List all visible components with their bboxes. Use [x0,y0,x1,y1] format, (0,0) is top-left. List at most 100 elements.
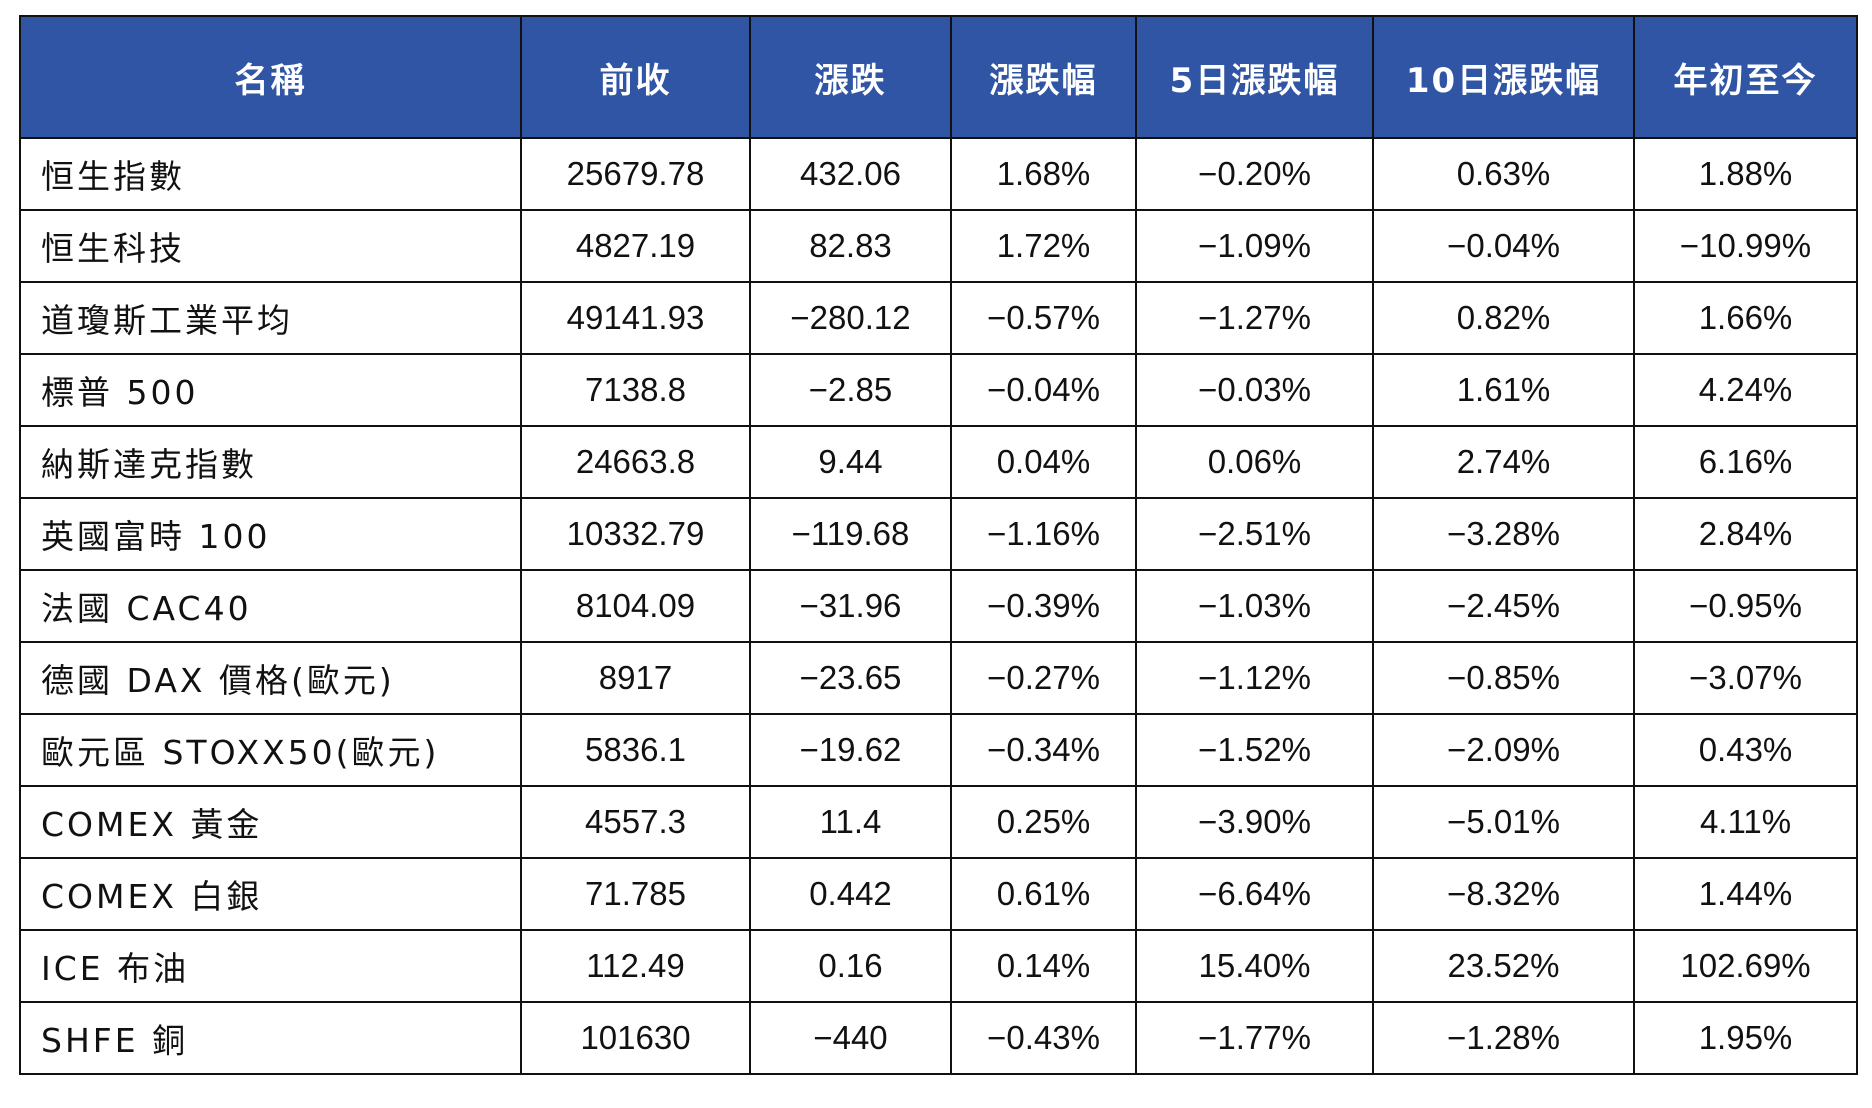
table-row: SHFE 銅 101630 −440 −0.43% −1.77% −1.28% 1.95% [19,1001,1858,1075]
header-10d-change-pct: 10日漲跌幅 [1372,15,1635,139]
cell-change: −280.12 [749,281,952,355]
cell-prev-close: 25679.78 [520,137,751,211]
cell-change: 0.442 [749,857,952,931]
cell-change-10d: −5.01% [1372,785,1635,859]
cell-ytd: 4.11% [1633,785,1858,859]
cell-change-10d: −2.09% [1372,713,1635,787]
table-row: 歐元區 STOXX50(歐元) 5836.1 −19.62 −0.34% −1.52% −… [19,713,1858,787]
cell-change-pct: −0.57% [950,281,1137,355]
cell-change-pct: 1.68% [950,137,1137,211]
cell-change-10d: −8.32% [1372,857,1635,931]
cell-change-pct: 1.72% [950,209,1137,283]
cell-ytd: 4.24% [1633,353,1858,427]
table-header: 名稱 前收 漲跌 漲跌幅 5日漲跌幅 10日漲跌幅 年初至今 [19,15,1858,139]
cell-change-10d: 2.74% [1372,425,1635,499]
cell-name: 法國 CAC40 [19,569,522,643]
cell-ytd: 6.16% [1633,425,1858,499]
cell-change-pct: 0.14% [950,929,1137,1003]
cell-change: −119.68 [749,497,952,571]
cell-change-10d: −0.85% [1372,641,1635,715]
cell-change-5d: −1.03% [1135,569,1374,643]
cell-change-5d: −1.77% [1135,1001,1374,1075]
cell-change: 11.4 [749,785,952,859]
table-row: 恒生科技 4827.19 82.83 1.72% −1.09% −0.04% −10.99% [19,209,1858,283]
cell-change-10d: −1.28% [1372,1001,1635,1075]
cell-prev-close: 10332.79 [520,497,751,571]
cell-ytd: −0.95% [1633,569,1858,643]
cell-change-5d: −1.27% [1135,281,1374,355]
cell-change-pct: −0.34% [950,713,1137,787]
cell-prev-close: 4827.19 [520,209,751,283]
table-row: 法國 CAC40 8104.09 −31.96 −0.39% −1.03% −2.45% −… [19,569,1858,643]
cell-change: 82.83 [749,209,952,283]
header-prev-close: 前收 [520,15,751,139]
cell-change-10d: −3.28% [1372,497,1635,571]
cell-change-5d: −2.51% [1135,497,1374,571]
cell-change-pct: −0.43% [950,1001,1137,1075]
market-data-table: 名稱 前收 漲跌 漲跌幅 5日漲跌幅 10日漲跌幅 年初至今 恒生指數 25679… [19,15,1858,1075]
cell-name: COMEX 白銀 [19,857,522,931]
cell-change-pct: −0.39% [950,569,1137,643]
cell-change-pct: 0.25% [950,785,1137,859]
cell-name: ICE 布油 [19,929,522,1003]
cell-prev-close: 8104.09 [520,569,751,643]
cell-ytd: 102.69% [1633,929,1858,1003]
cell-prev-close: 5836.1 [520,713,751,787]
cell-change: −2.85 [749,353,952,427]
cell-name: 英國富時 100 [19,497,522,571]
table-row: COMEX 白銀 71.785 0.442 0.61% −6.64% −8.32% 1.44… [19,857,1858,931]
cell-change-pct: 0.04% [950,425,1137,499]
cell-name: 歐元區 STOXX50(歐元) [19,713,522,787]
cell-prev-close: 49141.93 [520,281,751,355]
cell-ytd: −3.07% [1633,641,1858,715]
cell-ytd: 1.66% [1633,281,1858,355]
cell-change-5d: −1.52% [1135,713,1374,787]
cell-change-10d: 0.82% [1372,281,1635,355]
cell-prev-close: 24663.8 [520,425,751,499]
market-table-container: 名稱 前收 漲跌 漲跌幅 5日漲跌幅 10日漲跌幅 年初至今 恒生指數 25679… [19,15,1858,1075]
table-body: 恒生指數 25679.78 432.06 1.68% −0.20% 0.63% 1.88% 恒… [19,137,1858,1075]
table-row: 標普 500 7138.8 −2.85 −0.04% −0.03% 1.61% 4.24% [19,353,1858,427]
header-name: 名稱 [19,15,522,139]
header-row: 名稱 前收 漲跌 漲跌幅 5日漲跌幅 10日漲跌幅 年初至今 [19,15,1858,139]
cell-ytd: 1.95% [1633,1001,1858,1075]
cell-ytd: 0.43% [1633,713,1858,787]
cell-prev-close: 71.785 [520,857,751,931]
cell-change-5d: 0.06% [1135,425,1374,499]
cell-change-pct: −1.16% [950,497,1137,571]
table-row: ICE 布油 112.49 0.16 0.14% 15.40% 23.52% 102.69% [19,929,1858,1003]
cell-prev-close: 112.49 [520,929,751,1003]
cell-name: 德國 DAX 價格(歐元) [19,641,522,715]
cell-change: −440 [749,1001,952,1075]
cell-change: 9.44 [749,425,952,499]
table-row: 道瓊斯工業平均 49141.93 −280.12 −0.57% −1.27% 0.82% 1… [19,281,1858,355]
table-row: 英國富時 100 10332.79 −119.68 −1.16% −2.51% −3.28… [19,497,1858,571]
cell-name: 納斯達克指數 [19,425,522,499]
cell-change-pct: −0.04% [950,353,1137,427]
cell-change-pct: 0.61% [950,857,1137,931]
cell-name: 恒生指數 [19,137,522,211]
cell-change-10d: 23.52% [1372,929,1635,1003]
cell-change-10d: −0.04% [1372,209,1635,283]
cell-prev-close: 8917 [520,641,751,715]
cell-change-pct: −0.27% [950,641,1137,715]
cell-name: COMEX 黃金 [19,785,522,859]
cell-name: 標普 500 [19,353,522,427]
header-change-pct: 漲跌幅 [950,15,1137,139]
cell-change: −23.65 [749,641,952,715]
cell-name: 道瓊斯工業平均 [19,281,522,355]
cell-name: 恒生科技 [19,209,522,283]
cell-ytd: −10.99% [1633,209,1858,283]
cell-ytd: 1.88% [1633,137,1858,211]
header-5d-change-pct: 5日漲跌幅 [1135,15,1374,139]
header-ytd: 年初至今 [1633,15,1858,139]
cell-change-5d: −1.12% [1135,641,1374,715]
cell-change-5d: −1.09% [1135,209,1374,283]
cell-change-5d: −6.64% [1135,857,1374,931]
cell-change-10d: 0.63% [1372,137,1635,211]
table-row: COMEX 黃金 4557.3 11.4 0.25% −3.90% −5.01% 4.11% [19,785,1858,859]
cell-prev-close: 4557.3 [520,785,751,859]
cell-change-5d: −3.90% [1135,785,1374,859]
cell-change: −19.62 [749,713,952,787]
cell-change: −31.96 [749,569,952,643]
